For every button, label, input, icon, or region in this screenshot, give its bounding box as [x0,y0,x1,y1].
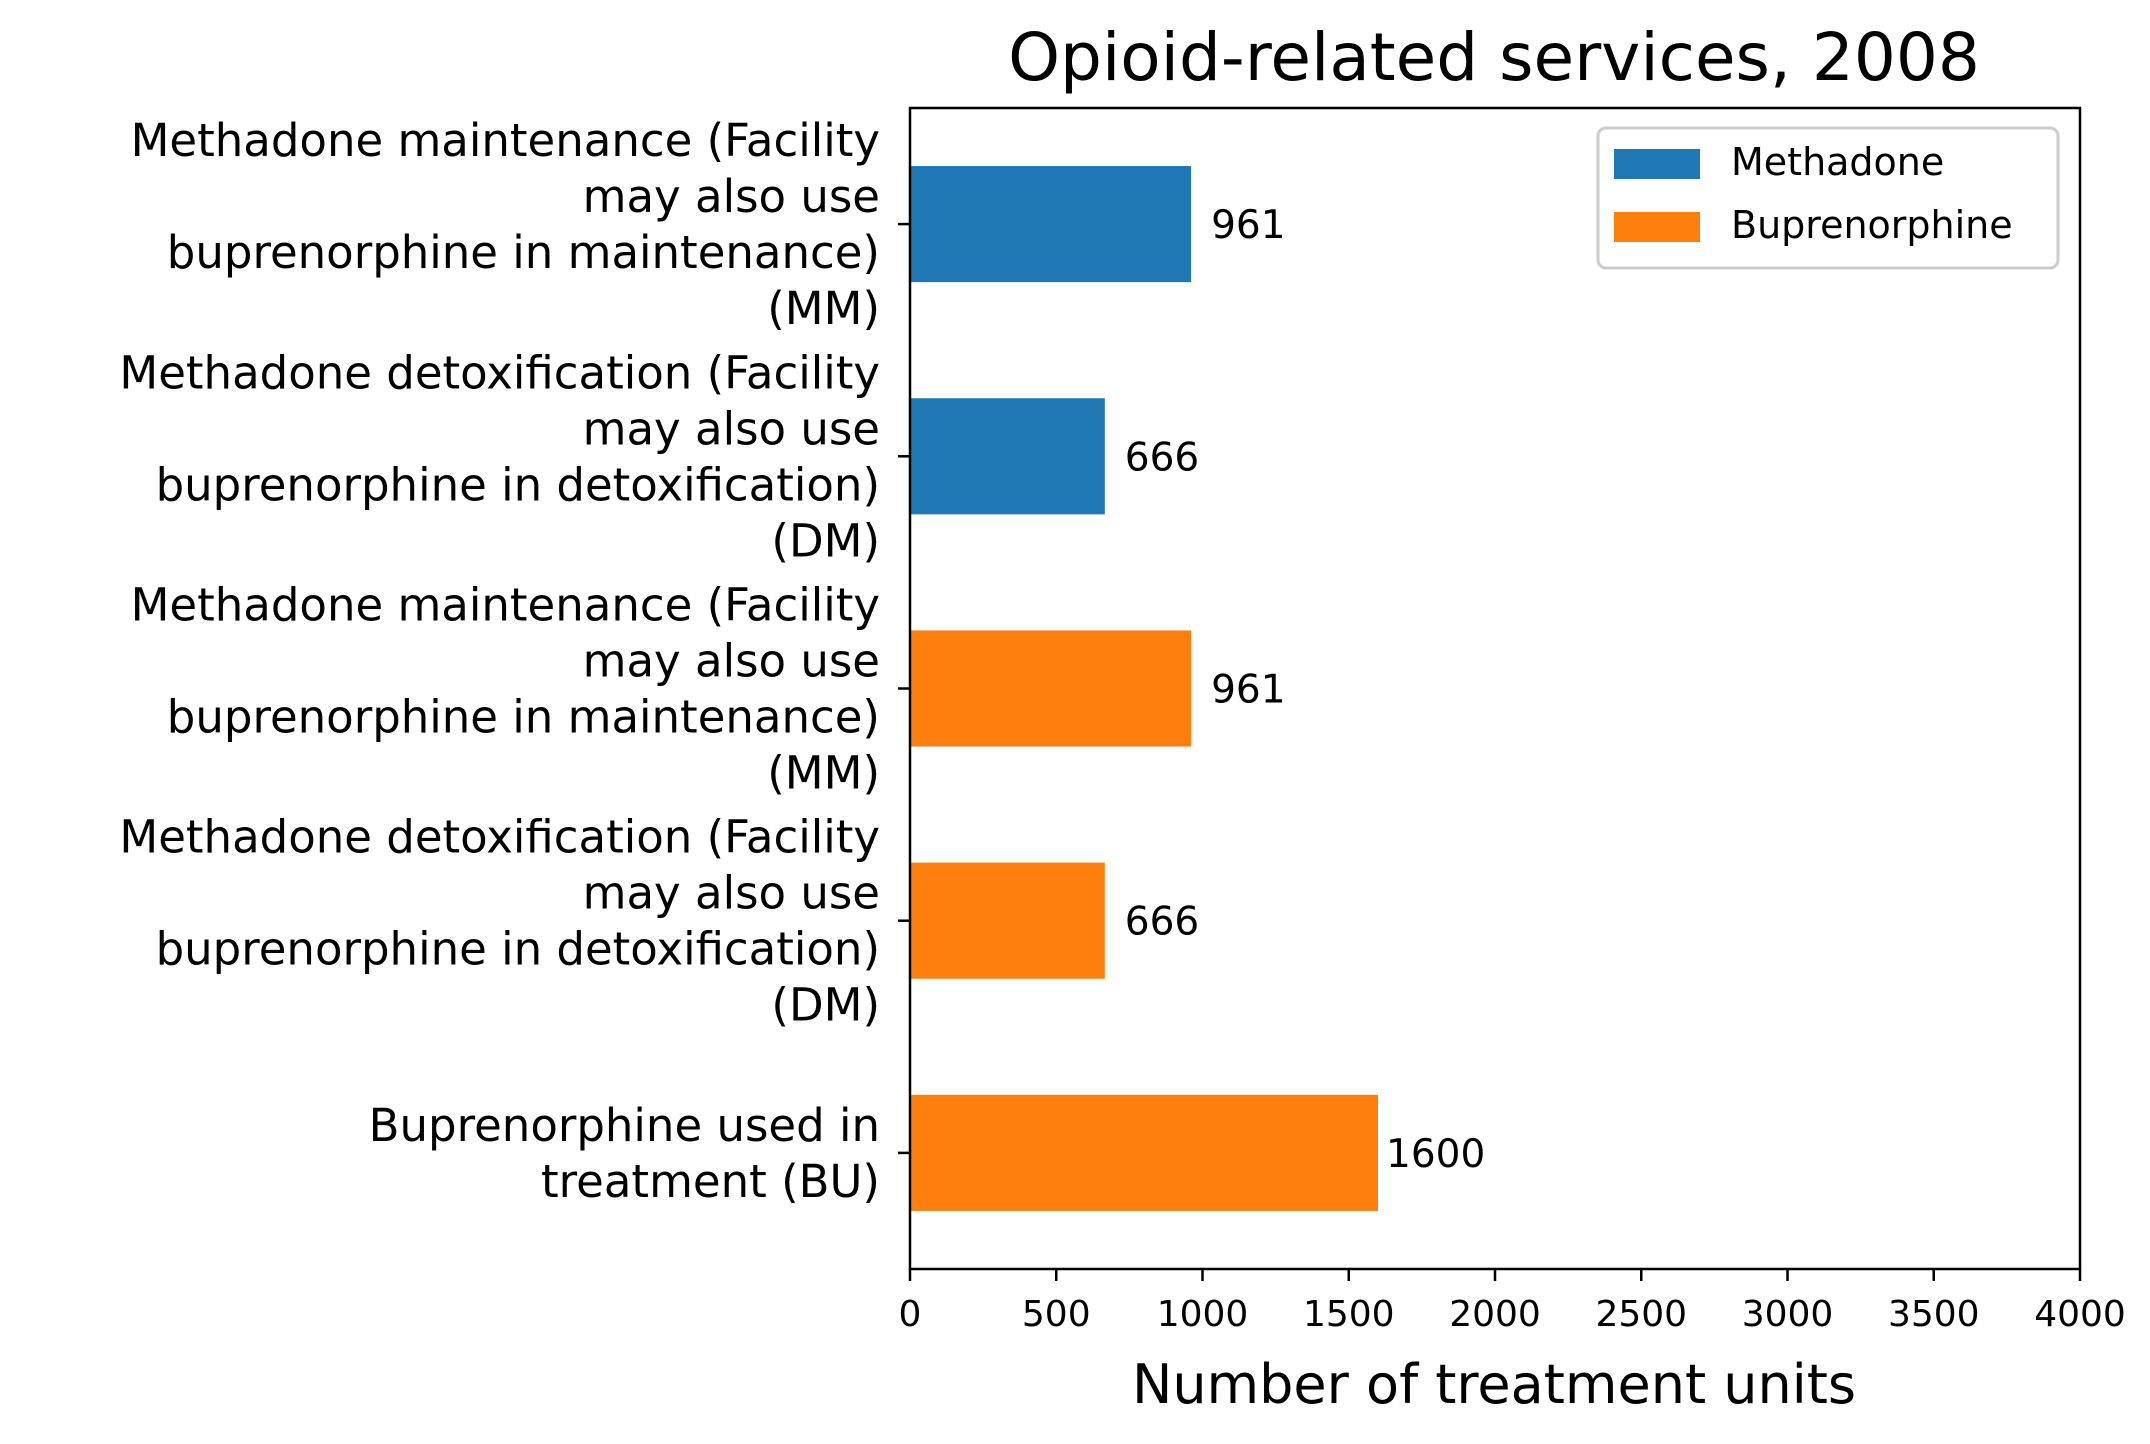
category-label-line: Buprenorphine used in [369,1099,880,1152]
bars-layer [898,166,1378,1211]
x-tick-label-3500: 3500 [1888,1294,1980,1335]
category-label-line: (MM) [767,747,880,800]
x-tick-label-0: 0 [899,1294,922,1335]
x-tick-label-1000: 1000 [1157,1294,1249,1335]
bar-5 [910,1094,1378,1211]
category-label-line: (DM) [771,979,880,1032]
bar-2 [910,398,1105,515]
legend-label-buprenorphine: Buprenorphine [1731,203,2013,247]
category-label-3: Methadone maintenance (Facility may also … [131,579,880,800]
category-label-line: may also use [583,170,880,223]
category-label-line: (MM) [767,282,880,335]
category-label-line: buprenorphine in maintenance) [167,691,880,744]
x-tick-label-3000: 3000 [1742,1294,1834,1335]
value-label-1: 961 [1211,203,1285,248]
legend-label-methadone: Methadone [1731,140,1944,184]
legend: Methadone Buprenorphine [1596,126,2060,270]
category-label-4: Methadone detoxification (Facility may al… [119,811,880,1032]
value-labels: 961 666 961 666 1600 [1125,203,1485,1177]
category-label-line: buprenorphine in detoxification) [156,458,880,511]
category-label-line: Methadone detoxification (Facility [119,811,880,864]
category-label-5: Buprenorphine used in treatment (BU) [369,1099,880,1208]
category-label-line: buprenorphine in detoxification) [156,923,880,976]
bar-4 [910,862,1105,979]
legend-swatch-methadone [1614,149,1700,179]
value-label-2: 666 [1125,435,1199,480]
category-label-line: Methadone maintenance (Facility [131,579,880,632]
category-label-line: may also use [583,867,880,920]
category-label-line: treatment (BU) [541,1155,880,1208]
plot-frame [908,106,2082,1271]
category-label-line: may also use [583,402,880,455]
category-label-line: Methadone maintenance (Facility [131,114,880,167]
x-tick-label-4000: 4000 [2034,1294,2126,1335]
bar-3 [910,630,1192,747]
x-tick-label-500: 500 [1022,1294,1091,1335]
chart-title: Opioid-related services, 2008 [1008,19,1980,96]
legend-box [1596,126,2060,270]
x-tick-label-2000: 2000 [1449,1294,1541,1335]
category-label-line: may also use [583,635,880,688]
category-label-line: buprenorphine in maintenance) [167,226,880,279]
category-label-1: Methadone maintenance (Facility may also … [131,114,880,335]
x-tick-label-1500: 1500 [1303,1294,1395,1335]
category-labels: Methadone maintenance (Facility may also … [119,114,880,1208]
category-label-2: Methadone detoxification (Facility may al… [119,346,880,567]
x-axis: 0 500 1000 1500 2000 2500 3000 3500 4000 [899,1269,2126,1335]
legend-swatch-buprenorphine [1614,212,1700,242]
value-label-5: 1600 [1386,1132,1485,1177]
value-label-4: 666 [1125,900,1199,945]
x-axis-label: Number of treatment units [1132,1353,1856,1416]
x-tick-label-2500: 2500 [1595,1294,1687,1335]
category-label-line: (DM) [771,514,880,567]
value-label-3: 961 [1211,668,1285,713]
bar-1 [910,166,1192,283]
category-label-line: Methadone detoxification (Facility [119,346,880,399]
